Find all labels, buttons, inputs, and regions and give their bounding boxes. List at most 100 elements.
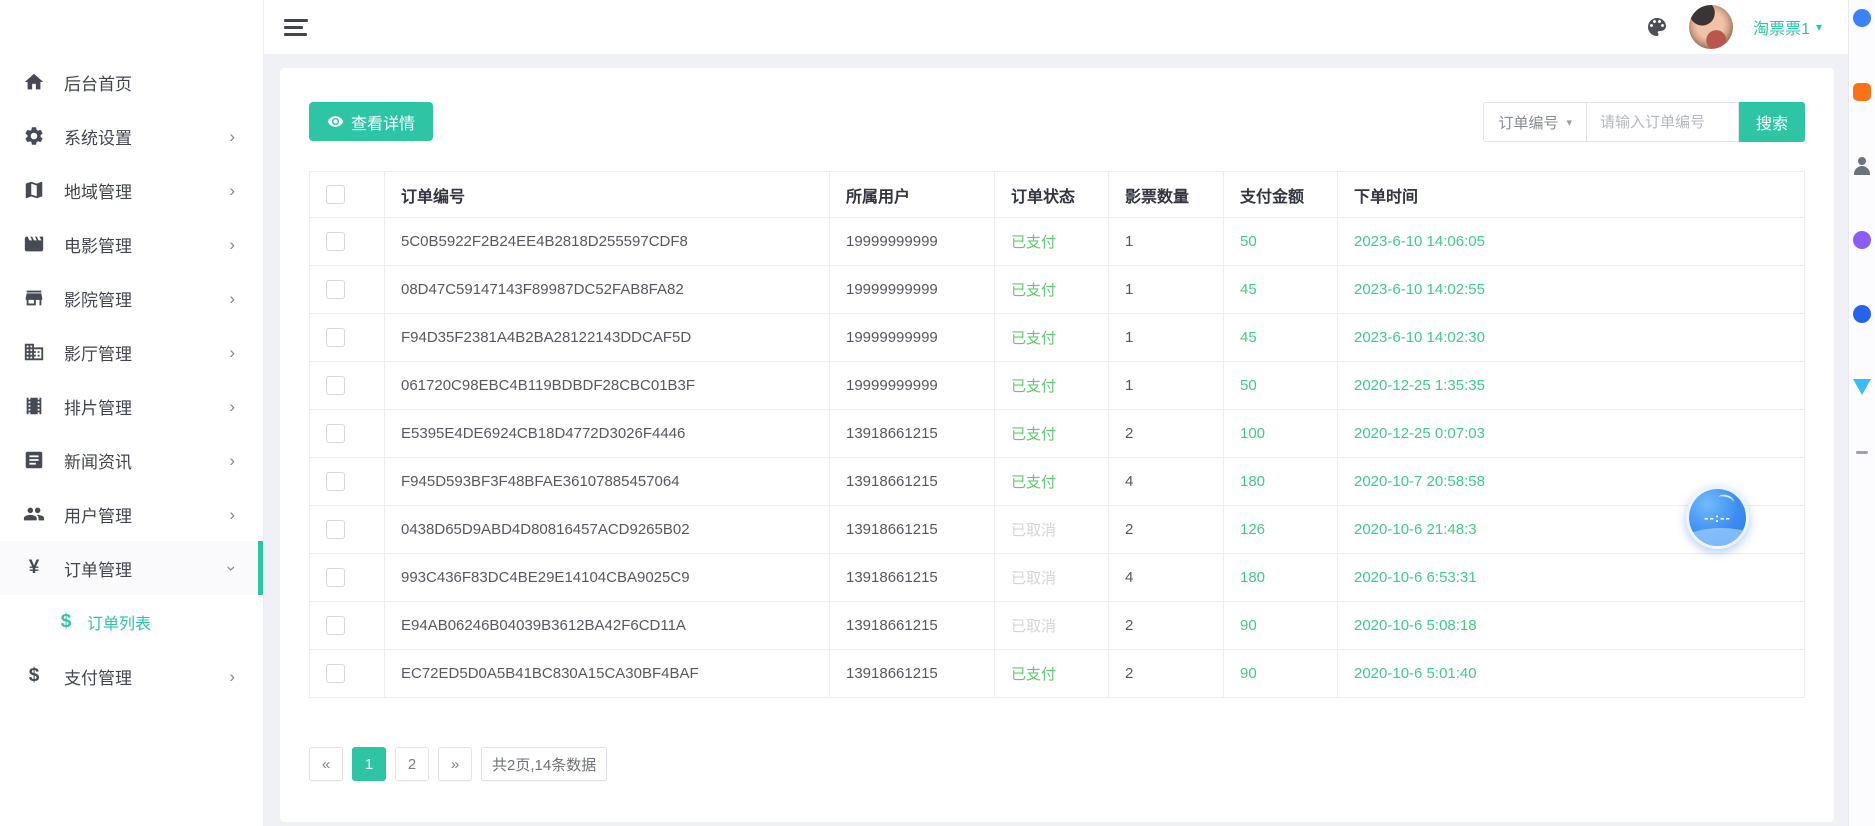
sidebar-item-label: 支付管理: [64, 668, 132, 688]
extension-sidebar-strip: [1848, 0, 1875, 826]
order-id-cell: F94D35F2381A4B2BA28122143DDCAF5D: [384, 313, 830, 362]
search-button[interactable]: 搜索: [1738, 102, 1805, 142]
sidebar-item-地域管理[interactable]: 地域管理 ›: [0, 163, 263, 217]
row-checkbox[interactable]: [326, 232, 345, 251]
order-id-cell: E5395E4DE6924CB18D4772D3026F4446: [384, 409, 830, 458]
user-avatar[interactable]: [1689, 5, 1734, 49]
hamburger-menu-icon[interactable]: [284, 18, 310, 36]
sidebar-item-label: 地域管理: [64, 182, 132, 202]
order-user-cell: 13918661215: [829, 409, 995, 458]
sidebar-item-排片管理[interactable]: 排片管理 ›: [0, 379, 263, 433]
row-checkbox[interactable]: [326, 328, 345, 347]
dollar-icon: $: [28, 665, 40, 686]
pagination-page-2[interactable]: 2: [395, 747, 429, 781]
row-checkbox[interactable]: [326, 616, 345, 635]
row-checkbox-cell: [309, 553, 385, 602]
sidebar-nav: 后台首页 系统设置 › 地域管理 › 电影管理 › 影院管理 › 影厅管理 › 排片管理 › 新闻资讯 › 用…: [0, 55, 263, 703]
username: 淘票票1: [1753, 21, 1810, 38]
row-checkbox-cell: [309, 649, 385, 698]
sidebar-item-影院管理[interactable]: 影院管理 ›: [0, 271, 263, 325]
order-status-cell: 已支付: [994, 457, 1109, 506]
order-time-cell: 2020-12-25 0:07:03: [1337, 409, 1805, 458]
order-user-cell: 13918661215: [829, 505, 995, 554]
gear-extension-icon[interactable]: [1853, 305, 1871, 323]
pagination-page-1[interactable]: 1: [352, 747, 386, 781]
dollar-icon: $: [60, 611, 72, 632]
pay-amount-cell: 90: [1223, 649, 1338, 698]
pagination-next-button[interactable]: »: [438, 747, 472, 781]
filter-field-dropdown[interactable]: 订单编号 ▾: [1483, 102, 1587, 142]
ticket-qty-cell: 4: [1108, 553, 1224, 602]
sidebar-item-label: 订单列表: [87, 616, 152, 633]
pagination-summary: 共2页,14条数据: [481, 747, 608, 781]
row-checkbox-cell: [309, 265, 385, 314]
blue-extension-icon[interactable]: [1853, 9, 1871, 27]
row-checkbox[interactable]: [326, 520, 345, 539]
row-checkbox[interactable]: [326, 376, 345, 395]
pay-amount-cell: 180: [1223, 457, 1338, 506]
sidebar-item-后台首页[interactable]: 后台首页: [0, 55, 263, 109]
view-detail-button[interactable]: 查看详情: [309, 102, 434, 141]
column-header: 所属用户: [829, 171, 995, 218]
order-user-cell: 19999999999: [829, 313, 995, 362]
sidebar-item-影厅管理[interactable]: 影厅管理 ›: [0, 325, 263, 379]
sidebar-item-系统设置[interactable]: 系统设置 ›: [0, 109, 263, 163]
row-checkbox-cell: [309, 313, 385, 362]
select-all-checkbox[interactable]: [326, 185, 345, 204]
order-id-cell: 0438D65D9ABD4D80816457ACD9265B02: [384, 505, 830, 554]
row-checkbox[interactable]: [326, 280, 345, 299]
order-user-cell: 19999999999: [829, 361, 995, 410]
pay-amount-cell: 45: [1223, 313, 1338, 362]
order-status-cell: 已取消: [994, 505, 1109, 554]
order-user-cell: 13918661215: [829, 649, 995, 698]
sidebar-item-新闻资讯[interactable]: 新闻资讯 ›: [0, 433, 263, 487]
sidebar-item-订单管理[interactable]: ¥ 订单管理 ›: [0, 541, 263, 595]
order-time-cell: 2023-6-10 14:02:30: [1337, 313, 1805, 362]
chevron-right-icon: ›: [229, 396, 235, 416]
row-checkbox[interactable]: [326, 568, 345, 587]
row-checkbox[interactable]: [326, 664, 345, 683]
purple-extension-icon[interactable]: [1853, 231, 1871, 249]
dash-extension-icon[interactable]: [1856, 451, 1868, 454]
sidebar-item-支付管理[interactable]: $ 支付管理 ›: [0, 649, 263, 703]
sidebar-item-label: 用户管理: [64, 506, 132, 526]
sidebar-item-电影管理[interactable]: 电影管理 ›: [0, 217, 263, 271]
table-row: 061720C98EBC4B119BDBDF28CBC01B3F 19999999…: [309, 361, 1805, 410]
column-header: 下单时间: [1337, 171, 1805, 218]
row-checkbox[interactable]: [326, 472, 345, 491]
news-icon: [22, 448, 46, 472]
search-input[interactable]: [1586, 102, 1739, 142]
order-status-cell: 已支付: [994, 409, 1109, 458]
orange-extension-icon[interactable]: [1853, 83, 1871, 101]
user-menu[interactable]: 淘票票1 ▾: [1753, 15, 1822, 39]
map-icon: [22, 178, 46, 202]
movie-icon: [22, 232, 46, 256]
ticket-qty-cell: 2: [1108, 601, 1224, 650]
sidebar-item-用户管理[interactable]: 用户管理 ›: [0, 487, 263, 541]
topbar: 淘票票1 ▾: [264, 0, 1848, 55]
row-checkbox-cell: [309, 505, 385, 554]
order-status-cell: 已支付: [994, 649, 1109, 698]
person-extension-icon[interactable]: [1853, 157, 1871, 175]
order-user-cell: 13918661215: [829, 457, 995, 506]
row-checkbox-cell: [309, 409, 385, 458]
row-checkbox[interactable]: [326, 424, 345, 443]
pagination-prev-button[interactable]: «: [309, 747, 343, 781]
column-header: 影票数量: [1108, 171, 1224, 218]
order-user-cell: 19999999999: [829, 265, 995, 314]
sidebar-item-label: 新闻资讯: [64, 452, 132, 472]
sidebar-item-订单列表[interactable]: $ 订单列表: [0, 595, 263, 649]
sidebar-item-label: 影厅管理: [64, 344, 132, 364]
topbar-right: 淘票票1 ▾: [1645, 5, 1822, 49]
content-area: 查看详情 订单编号 ▾ 搜索: [264, 55, 1848, 826]
order-time-cell: 2023-6-10 14:06:05: [1337, 217, 1805, 266]
order-id-cell: F945D593BF3F48BFAE36107885457064: [384, 457, 830, 506]
table-row: F945D593BF3F48BFAE36107885457064 13918661…: [309, 457, 1805, 506]
sidebar-item-label: 系统设置: [64, 128, 132, 148]
ticket-qty-cell: 1: [1108, 361, 1224, 410]
triangle-extension-icon[interactable]: [1853, 379, 1871, 395]
chevron-right-icon: ›: [229, 126, 235, 146]
floating-timer-widget[interactable]: --:--: [1686, 486, 1749, 549]
palette-icon[interactable]: [1645, 15, 1669, 39]
